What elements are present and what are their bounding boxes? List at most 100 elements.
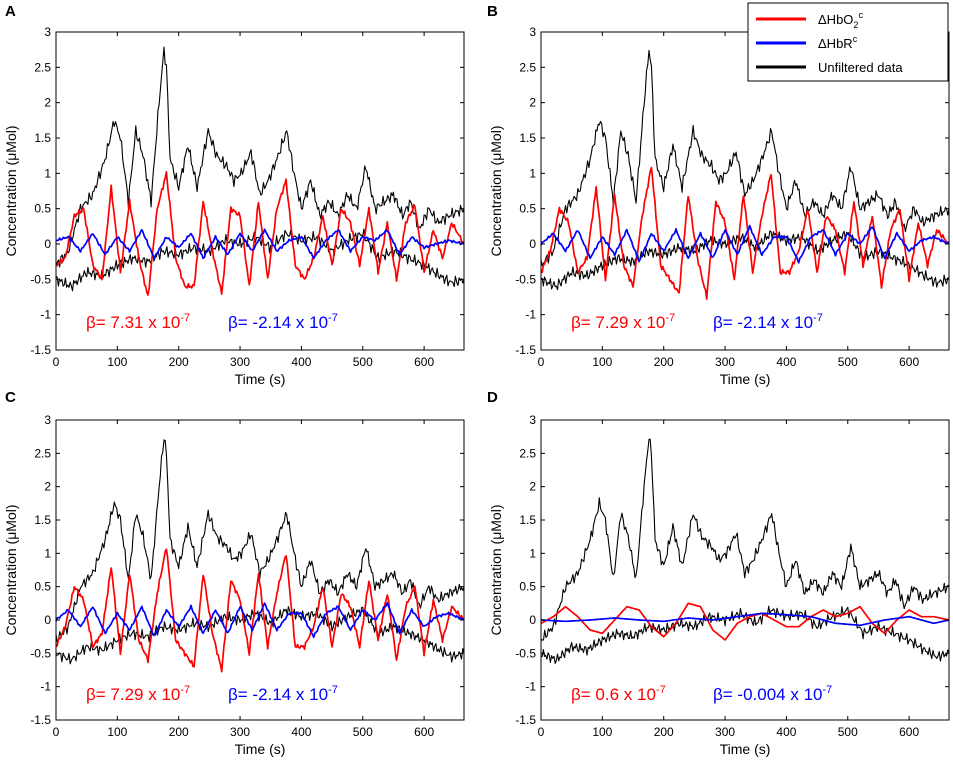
y-axis-label: Concentration (μMol) — [3, 504, 19, 635]
y-tick-label: -1.5 — [515, 343, 536, 357]
y-tick-label: 0 — [44, 613, 51, 627]
plot-frame — [55, 31, 465, 351]
y-tick-label: 2.5 — [519, 60, 536, 74]
series-line-hbo2c — [55, 548, 465, 673]
x-tick-label: 400 — [291, 725, 311, 739]
y-tick-label: 1 — [529, 546, 536, 560]
y-tick-label: 1.5 — [519, 131, 536, 145]
y-tick-label: 0.5 — [519, 580, 536, 594]
x-tick-label: 600 — [899, 355, 919, 369]
beta-hbo2-annotation: β= 7.29 x 10-7 — [571, 312, 675, 332]
plot-frame — [540, 31, 950, 351]
y-tick-label: 3 — [529, 25, 536, 39]
beta-hbo2-annotation: β= 7.29 x 10-7 — [86, 684, 190, 704]
series-line-unfiltered-data-upper — [540, 438, 950, 641]
x-axis-label: Time (s) — [235, 371, 286, 387]
x-tick-label: 500 — [353, 725, 373, 739]
x-tick-label: 300 — [715, 355, 735, 369]
x-tick-label: 200 — [654, 725, 674, 739]
beta-hbo2-annotation: β= 7.31 x 10-7 — [86, 312, 190, 332]
series-line-unfiltered-data-upper — [540, 49, 950, 267]
x-axis-label: Time (s) — [235, 741, 286, 757]
y-tick-label: -1 — [525, 680, 536, 694]
y-tick-label: -1.5 — [30, 343, 51, 357]
x-tick-label: 600 — [899, 725, 919, 739]
x-tick-label: 400 — [291, 355, 311, 369]
x-tick-label: 200 — [169, 355, 189, 369]
series-line-hbo2c — [540, 602, 950, 641]
x-tick-label: 500 — [353, 355, 373, 369]
panel-letter: D — [487, 389, 498, 406]
y-tick-label: 2.5 — [519, 446, 536, 460]
x-tick-label: 300 — [715, 725, 735, 739]
x-tick-label: 0 — [538, 725, 545, 739]
y-tick-label: 2.5 — [34, 60, 51, 74]
series-line-unfiltered-data-lower — [55, 605, 465, 665]
y-tick-label: -0.5 — [515, 272, 536, 286]
y-tick-label: 3 — [44, 413, 51, 427]
y-tick-label: -1 — [40, 308, 51, 322]
x-tick-label: 300 — [230, 355, 250, 369]
y-tick-label: 0.5 — [519, 202, 536, 216]
y-tick-label: -1 — [525, 308, 536, 322]
legend-label-raw: Unfiltered data — [818, 60, 903, 75]
y-tick-label: 1.5 — [34, 131, 51, 145]
y-tick-label: 0 — [529, 613, 536, 627]
beta-hbr-annotation: β= -2.14 x 10-7 — [228, 684, 338, 704]
y-tick-label: -1.5 — [30, 713, 51, 727]
x-tick-label: 600 — [414, 725, 434, 739]
beta-hbr-annotation: β= -2.14 x 10-7 — [713, 312, 823, 332]
y-axis-label: Concentration (μMol) — [488, 504, 504, 635]
y-tick-label: -0.5 — [30, 272, 51, 286]
legend: ΔHbO2c ΔHbRc Unfiltered data — [747, 2, 949, 82]
panel-d: D 0 100 200 300 400 500 600 -1.5 -1 -0.5 0 0.5 1 1.5 2 2… — [487, 389, 950, 757]
panel-letter: B — [487, 3, 498, 20]
y-tick-label: 2 — [529, 96, 536, 110]
series-line-hbo2c — [540, 166, 950, 301]
series-line-unfiltered-data-upper — [55, 439, 465, 643]
y-axis-label: Concentration (μMol) — [488, 125, 504, 256]
series-line-unfiltered-data-lower — [540, 605, 950, 664]
panel-letter: C — [5, 389, 16, 406]
y-tick-label: 0.5 — [34, 580, 51, 594]
y-tick-label: 3 — [44, 25, 51, 39]
y-tick-label: 1 — [44, 166, 51, 180]
y-tick-label: 0 — [529, 237, 536, 251]
x-tick-label: 100 — [592, 725, 612, 739]
series-line-hbrc — [55, 228, 465, 260]
x-tick-label: 0 — [53, 355, 60, 369]
x-tick-label: 300 — [230, 725, 250, 739]
y-tick-label: 3 — [529, 413, 536, 427]
beta-hbr-annotation: β= -2.14 x 10-7 — [228, 312, 338, 332]
y-tick-label: 0 — [44, 237, 51, 251]
x-tick-label: 100 — [107, 355, 127, 369]
x-tick-label: 400 — [776, 725, 796, 739]
series-line-unfiltered-data-upper — [55, 46, 465, 268]
legend-label-hbr: ΔHbRc — [818, 34, 858, 51]
x-tick-label: 500 — [838, 355, 858, 369]
y-tick-label: 1.5 — [519, 513, 536, 527]
y-tick-label: 0.5 — [34, 202, 51, 216]
x-tick-label: 100 — [592, 355, 612, 369]
x-tick-label: 200 — [654, 355, 674, 369]
y-tick-label: 2.5 — [34, 446, 51, 460]
y-tick-label: 1 — [529, 166, 536, 180]
x-axis-label: Time (s) — [720, 741, 771, 757]
series-line-hbrc — [540, 224, 950, 264]
panel-a: A 0 100 200 300 400 500 600 -1.5 -1 -0.5 0 0.5 1 1.5 2 2… — [3, 3, 465, 387]
y-tick-label: -1 — [40, 680, 51, 694]
plot-frame — [540, 419, 950, 721]
x-tick-label: 400 — [776, 355, 796, 369]
x-tick-label: 200 — [169, 725, 189, 739]
x-tick-label: 100 — [107, 725, 127, 739]
y-tick-label: -0.5 — [515, 646, 536, 660]
y-axis-label: Concentration (μMol) — [3, 125, 19, 256]
y-tick-label: 1 — [44, 546, 51, 560]
x-tick-label: 500 — [838, 725, 858, 739]
x-tick-label: 0 — [53, 725, 60, 739]
beta-hbo2-annotation: β= 0.6 x 10-7 — [571, 684, 666, 704]
y-tick-label: 2 — [44, 96, 51, 110]
y-tick-label: 2 — [529, 480, 536, 494]
x-axis-label: Time (s) — [720, 371, 771, 387]
